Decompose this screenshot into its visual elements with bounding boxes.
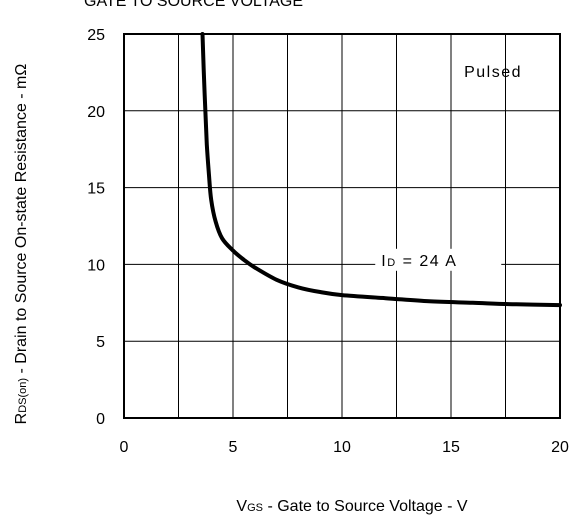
annotation-pulsed: Pulsed xyxy=(464,64,522,81)
x-tick-label: 5 xyxy=(229,439,238,456)
x-axis-label: VGS - Gate to Source Voltage - V xyxy=(236,498,467,515)
y-tick-label: 0 xyxy=(96,411,105,428)
x-tick-label: 10 xyxy=(333,439,351,456)
x-tick-label: 15 xyxy=(442,439,460,456)
y-tick-label: 5 xyxy=(96,334,105,351)
grid xyxy=(123,33,561,419)
x-axis-label-rest: - Gate to Source Voltage - V xyxy=(263,498,468,515)
y-tick-label: 20 xyxy=(87,104,105,121)
chart-title: GATE TO SOURCE VOLTAGE xyxy=(84,0,303,10)
annotation-id-sub: D xyxy=(387,257,396,269)
y-tick-label: 15 xyxy=(87,181,105,198)
annotation-background xyxy=(375,248,502,271)
annotation-id-rest: = 24 A xyxy=(397,253,458,270)
x-axis-label-sub: GS xyxy=(247,502,263,514)
y-tick-label: 25 xyxy=(87,27,105,44)
y-axis-label-sub: DS(on) xyxy=(17,378,29,413)
plot-frame xyxy=(123,33,561,419)
y-axis-label-rest: - Drain to Source On-state Resistance - … xyxy=(13,64,30,378)
annotation-drain-current: ID = 24 A xyxy=(381,253,457,270)
x-tick-labels: 0 5 10 15 20 xyxy=(120,439,569,456)
y-tick-labels: 0 5 10 15 20 25 xyxy=(87,27,105,428)
x-tick-label: 20 xyxy=(551,439,569,456)
y-axis-label: RDS(on) - Drain to Source On-state Resis… xyxy=(13,64,30,425)
y-tick-label: 10 xyxy=(87,257,105,274)
x-tick-label: 0 xyxy=(120,439,129,456)
y-axis-label-main: R xyxy=(13,413,30,425)
series-line-id-24a xyxy=(200,32,562,308)
x-axis-label-main: V xyxy=(236,498,247,515)
annotation-id-main: I xyxy=(381,253,387,270)
